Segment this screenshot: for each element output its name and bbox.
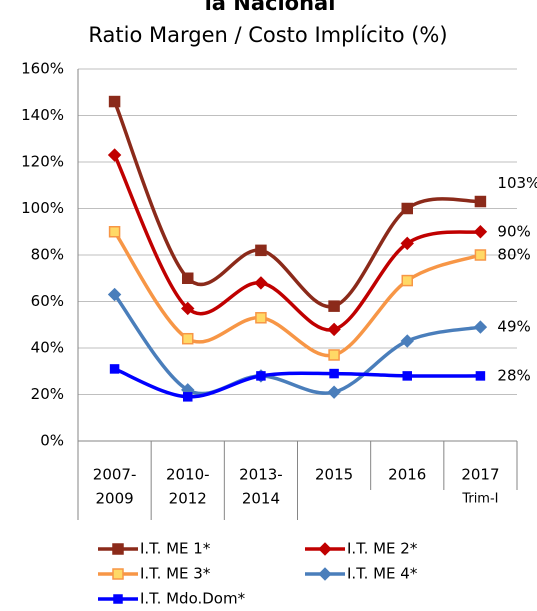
data-label: 80%	[497, 246, 530, 264]
data-point	[107, 287, 122, 302]
x-tick-label: 2017	[461, 466, 499, 484]
series-line	[113, 154, 481, 332]
data-point	[328, 300, 340, 312]
legend-label: I.T. ME 2*	[347, 540, 418, 558]
data-point	[474, 249, 487, 261]
y-tick-label: 160%	[21, 60, 64, 78]
legend-label: I.T. ME 4*	[347, 565, 418, 583]
data-point	[327, 385, 341, 399]
data-point	[401, 202, 413, 215]
x-tick-label: 2016	[388, 466, 426, 484]
y-tick-label: 40%	[31, 339, 64, 357]
data-point	[256, 371, 266, 381]
y-tick-label: 0%	[40, 432, 64, 450]
data-point	[318, 542, 332, 556]
data-point	[112, 568, 124, 580]
data-point	[255, 244, 267, 257]
data-label: 90%	[497, 222, 530, 240]
series-line	[113, 367, 481, 399]
data-point	[255, 312, 267, 324]
data-point	[182, 332, 194, 345]
data-point	[318, 567, 332, 581]
x-tick-label: 2010-	[166, 466, 210, 484]
data-point	[254, 276, 268, 290]
chart-subtitle: Ratio Margen / Costo Implícito (%)	[88, 23, 447, 47]
data-label: 103%	[497, 174, 537, 192]
data-label: 49%	[497, 318, 530, 336]
y-tick-label: 120%	[21, 153, 64, 171]
data-point	[475, 371, 486, 381]
x-tick-label: 2012	[169, 490, 207, 508]
data-point	[107, 148, 122, 162]
data-label: 28%	[497, 366, 530, 384]
legend-label: I.T. ME 3*	[140, 565, 211, 583]
data-point	[181, 301, 195, 316]
series-line	[112, 100, 481, 309]
data-point	[402, 371, 412, 381]
x-tick-label: 2015	[315, 466, 353, 484]
x-tick-label: 2014	[242, 490, 280, 508]
x-tick-label: 2009	[95, 490, 133, 508]
legend-label: I.T. Mdo.Dom*	[140, 590, 246, 608]
x-tick-label: Trim-I	[461, 492, 498, 507]
data-point	[401, 274, 413, 287]
chart-title: la Nacional	[205, 0, 336, 15]
data-point	[328, 349, 340, 361]
legend-label: I.T. ME 1*	[140, 540, 211, 558]
data-point	[327, 322, 341, 337]
data-point	[329, 368, 339, 379]
data-point	[400, 236, 414, 251]
y-tick-label: 20%	[31, 385, 64, 403]
data-point	[400, 334, 414, 348]
data-point	[113, 594, 123, 604]
y-tick-label: 80%	[31, 246, 64, 264]
data-point	[112, 543, 124, 555]
data-point	[108, 226, 121, 238]
data-point	[109, 364, 120, 374]
data-point	[183, 392, 193, 402]
data-point	[473, 320, 488, 334]
data-point	[473, 225, 488, 239]
data-point	[474, 195, 487, 208]
y-tick-label: 140%	[21, 106, 64, 124]
data-point	[108, 95, 121, 108]
y-tick-label: 60%	[31, 292, 64, 310]
x-tick-label: 2013-	[239, 466, 283, 484]
y-tick-label: 100%	[21, 199, 64, 217]
data-point	[182, 272, 194, 284]
x-tick-label: 2007-	[93, 466, 137, 484]
